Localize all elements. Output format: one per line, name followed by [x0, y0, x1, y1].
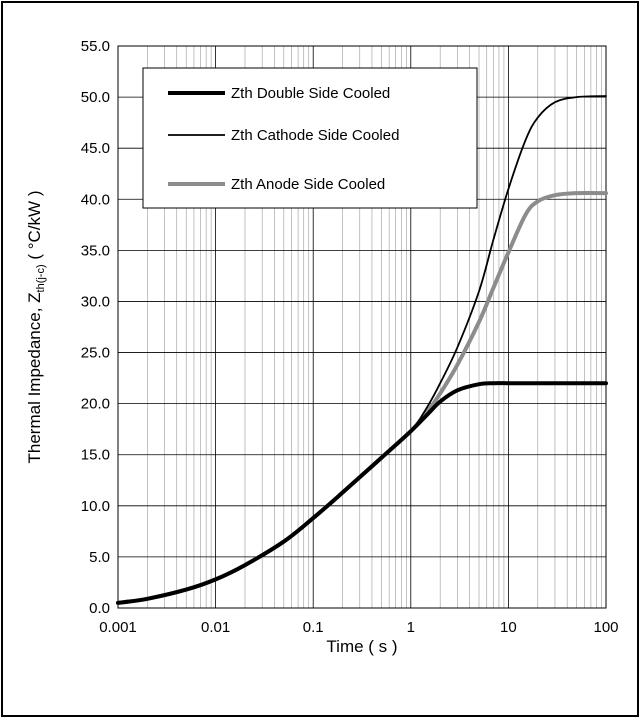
y-tick-label: 50.0 — [81, 89, 110, 106]
y-tick-label: 15.0 — [81, 447, 110, 464]
x-tick-label: 0.01 — [201, 619, 230, 636]
y-tick-label: 40.0 — [81, 191, 110, 208]
y-axis-label-subscript: th(j-c) — [35, 264, 47, 292]
y-tick-label: 55.0 — [81, 38, 110, 55]
x-tick-label: 0.001 — [99, 619, 137, 636]
y-tick-label: 30.0 — [81, 293, 110, 310]
y-axis-label-unit: ( °C/kW ) — [25, 191, 44, 265]
x-tick-label: 10 — [500, 619, 517, 636]
y-tick-label: 35.0 — [81, 242, 110, 259]
legend: Zth Double Side Cooled Zth Cathode Side … — [143, 68, 477, 208]
y-tick-label: 0.0 — [89, 600, 110, 617]
y-axis-label-main: Thermal Impedance, Z — [25, 292, 44, 463]
x-tick-labels: 0.001 0.01 0.1 1 10 100 — [99, 619, 618, 636]
x-tick-label: 100 — [593, 619, 618, 636]
y-tick-label: 10.0 — [81, 498, 110, 515]
y-axis-label: Thermal Impedance, Zth(j-c) ( °C/kW ) — [25, 191, 47, 464]
legend-label-cathode-side: Zth Cathode Side Cooled — [231, 127, 399, 144]
y-tick-label: 5.0 — [89, 549, 110, 566]
legend-label-double-side: Zth Double Side Cooled — [231, 85, 390, 102]
y-tick-label: 45.0 — [81, 140, 110, 157]
x-tick-label: 0.1 — [303, 619, 324, 636]
legend-label-anode-side: Zth Anode Side Cooled — [231, 176, 385, 193]
series-line-2 — [118, 193, 606, 603]
x-tick-label: 1 — [407, 619, 415, 636]
y-tick-label: 20.0 — [81, 396, 110, 413]
y-tick-label: 25.0 — [81, 345, 110, 362]
y-tick-labels: 0.0 5.0 10.0 15.0 20.0 25.0 30.0 35.0 40.0 45.0 50… — [81, 38, 110, 617]
series-line-0 — [118, 383, 606, 603]
x-axis-label: Time ( s ) — [326, 637, 397, 656]
